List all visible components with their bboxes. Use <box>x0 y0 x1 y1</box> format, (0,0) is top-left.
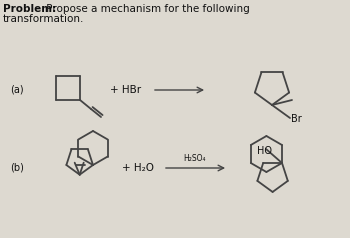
Text: (b): (b) <box>10 163 24 173</box>
Text: + HBr: + HBr <box>110 85 141 95</box>
Text: Propose a mechanism for the following: Propose a mechanism for the following <box>43 4 250 14</box>
Text: H₂SO₄: H₂SO₄ <box>184 154 206 163</box>
Text: (a): (a) <box>10 85 24 95</box>
Text: + H₂O: + H₂O <box>122 163 154 173</box>
Text: Br: Br <box>291 114 302 124</box>
Text: transformation.: transformation. <box>3 14 84 24</box>
Text: Problem:: Problem: <box>3 4 56 14</box>
Text: HO: HO <box>257 146 272 156</box>
